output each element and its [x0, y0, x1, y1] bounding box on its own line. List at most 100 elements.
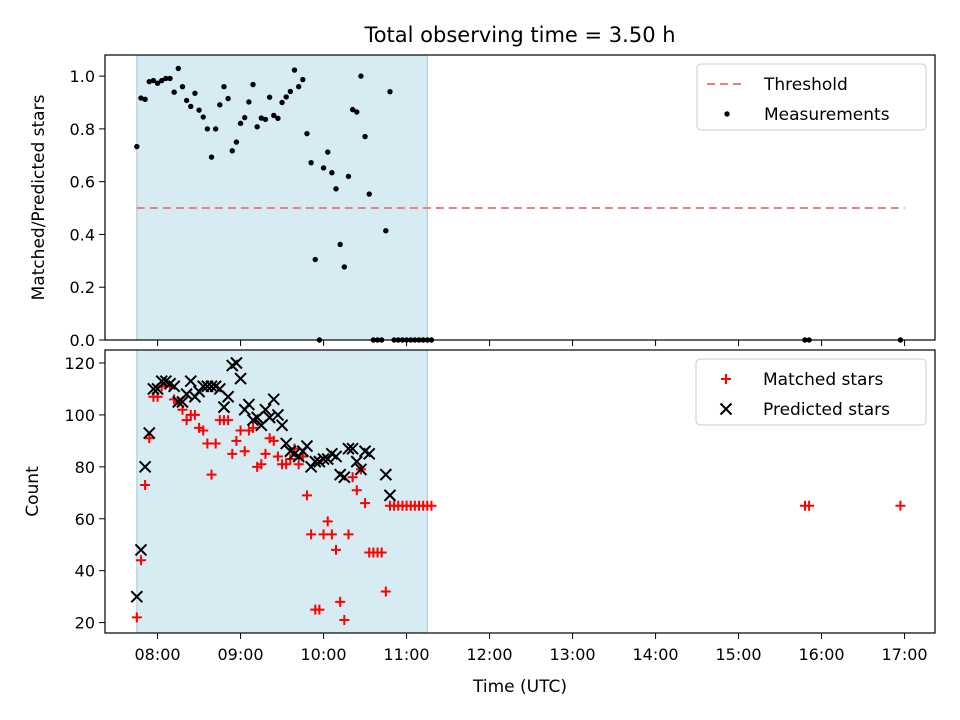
- measurement-point: [200, 114, 206, 120]
- y-tick-label: 120: [64, 354, 95, 373]
- predicted-star-point: [134, 543, 148, 557]
- matched-star-point: [227, 448, 238, 459]
- predicted-star-point: [338, 471, 351, 484]
- measurement-point: [325, 149, 331, 155]
- measurement-point: [383, 228, 389, 234]
- predicted-star-point: [379, 468, 393, 481]
- measurement-point: [341, 264, 348, 270]
- measurement-point: [167, 75, 173, 82]
- predicted-star-point: [271, 408, 285, 422]
- y-tick-label: 100: [64, 406, 95, 425]
- measurement-point: [366, 191, 372, 197]
- measurement-point: [183, 97, 190, 104]
- matched-star-point: [360, 498, 371, 509]
- x-tick-label: 08:00: [135, 645, 181, 664]
- matched-star-point: [140, 480, 151, 491]
- measurement-point: [354, 109, 360, 115]
- matched-star-point: [189, 409, 200, 420]
- x-tick-label: 14:00: [633, 645, 679, 664]
- measurement-point: [150, 77, 157, 84]
- measurement-point: [233, 139, 240, 145]
- predicted-star-point: [217, 400, 231, 414]
- predicted-star-point: [267, 393, 280, 406]
- matched-star-point: [181, 415, 192, 426]
- y-axis-label: Count: [23, 466, 43, 517]
- measurement-point: [329, 169, 335, 176]
- y-tick-label: 0.6: [70, 173, 95, 192]
- measurement-point: [250, 81, 256, 88]
- matched-star-point: [256, 459, 267, 470]
- measurement-point: [154, 80, 161, 86]
- measurement-point: [138, 95, 144, 101]
- matched-star-point: [426, 500, 437, 511]
- matched-star-point: [322, 516, 333, 527]
- legend-label: Threshold: [763, 75, 848, 95]
- x-tick-label: 10:00: [301, 645, 347, 664]
- matched-star-point: [804, 500, 815, 511]
- measurement-point: [192, 90, 198, 96]
- legend-label: Matched stars: [763, 370, 883, 390]
- predicted-star-point: [242, 398, 256, 411]
- predicted-star-point: [234, 372, 247, 385]
- predicted-star-point: [230, 356, 243, 370]
- predicted-star-point: [143, 426, 156, 440]
- measurement-point: [279, 99, 285, 106]
- x-tick-label: 17:00: [882, 645, 928, 664]
- measurement-point: [242, 114, 248, 121]
- measurement-point: [212, 126, 219, 132]
- predicted-star-point: [354, 463, 368, 476]
- measurement-point: [266, 94, 273, 100]
- measurement-point: [163, 75, 169, 82]
- matched-star-point: [281, 459, 292, 470]
- matched-star-point: [135, 555, 146, 566]
- matched-star-point: [376, 547, 387, 558]
- y-tick-label: 0.8: [70, 120, 95, 139]
- bottom-panel: 20 40 60 80 100 120 08:00 09:00 10:00 11:00 12:00 1…: [23, 349, 936, 664]
- measurement-point: [134, 143, 140, 150]
- predicted-star-point: [342, 442, 355, 455]
- measurement-point: [304, 130, 310, 137]
- measurement-point: [291, 67, 298, 73]
- measurement-point: [320, 165, 327, 171]
- x-tick-label: 15:00: [716, 645, 762, 664]
- predicted-star-point: [383, 489, 397, 502]
- predicted-star-point: [275, 419, 289, 432]
- measurement-point: [333, 186, 339, 192]
- legend-box: [695, 358, 927, 426]
- predicted-star-point: [205, 380, 218, 393]
- predicted-star-point: [317, 452, 330, 466]
- predicted-star-point: [155, 374, 168, 388]
- y-tick-label: 20: [75, 614, 95, 633]
- predicted-star-point: [176, 395, 189, 409]
- matched-star-point: [198, 425, 209, 436]
- predicted-star-point: [167, 380, 181, 393]
- predicted-star-point: [221, 390, 235, 403]
- measurement-point: [275, 115, 281, 122]
- measurement-point: [300, 76, 306, 83]
- matched-star-point: [260, 448, 271, 459]
- measurement-point: [358, 73, 364, 79]
- measurement-point: [349, 106, 356, 113]
- predicted-star-point: [350, 455, 363, 468]
- legend-label: Predicted stars: [763, 400, 890, 420]
- predicted-star-point: [130, 590, 144, 603]
- measurement-point: [271, 112, 277, 119]
- predicted-star-point: [180, 387, 193, 401]
- predicted-star-point: [329, 450, 343, 463]
- y-tick-label: 0.2: [70, 278, 95, 297]
- measurement-point: [312, 256, 318, 263]
- measurement-point: [146, 78, 152, 85]
- matched-star-point: [131, 612, 142, 623]
- measurement-point: [175, 65, 182, 72]
- measurement-point: [237, 120, 244, 127]
- measurement-point: [142, 96, 148, 103]
- predicted-star-point: [184, 374, 197, 388]
- measurement-point: [188, 103, 194, 110]
- predicted-star-point: [263, 411, 276, 424]
- measurement-point: [283, 94, 289, 100]
- y-tick-label: 0.0: [70, 331, 95, 350]
- matched-star-point: [343, 529, 354, 540]
- matched-star-point: [335, 596, 346, 607]
- measurement-point: [225, 95, 231, 102]
- matched-star-point: [351, 485, 362, 496]
